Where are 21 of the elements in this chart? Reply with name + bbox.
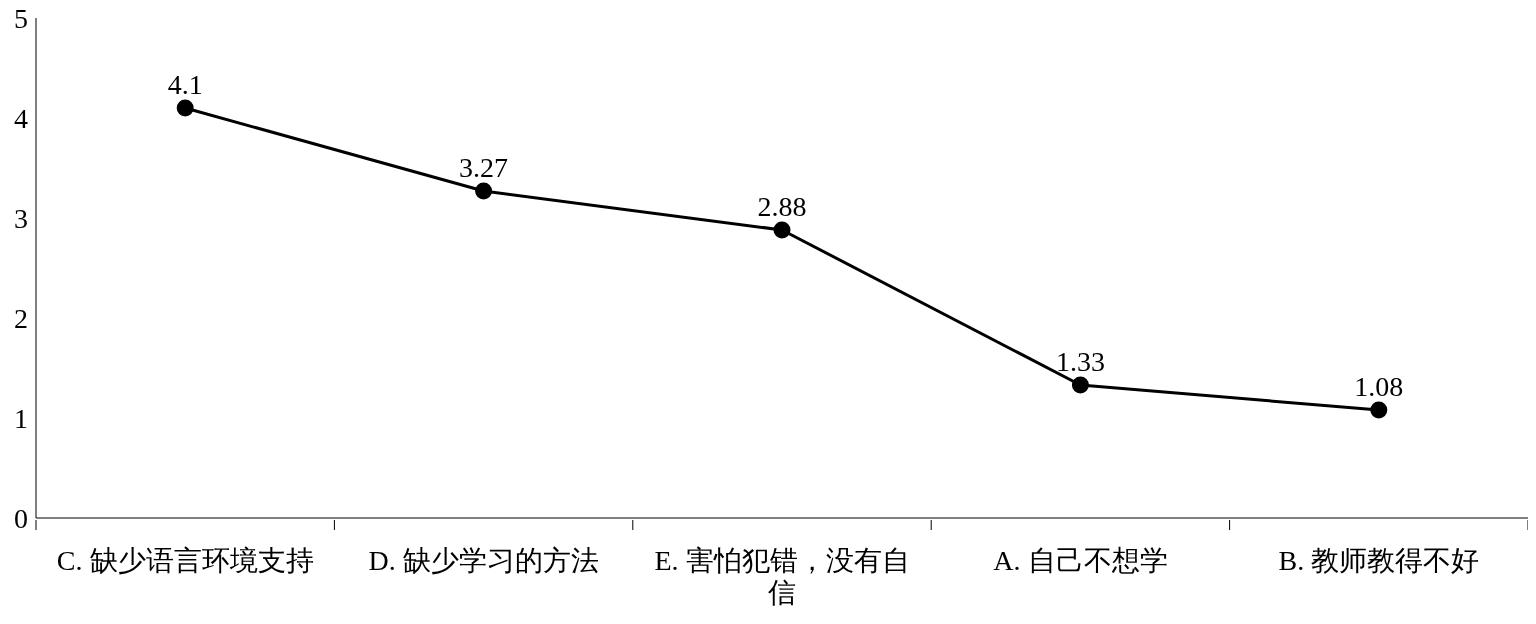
point — [773, 221, 791, 239]
x-tick-label: C. 缺少语言环境支持 — [56, 545, 314, 576]
x-tick-label: E. 害怕犯错，没有自信 — [654, 545, 910, 609]
y-tick-label: 4 — [14, 102, 28, 134]
point — [475, 182, 493, 200]
data-label: 2.88 — [757, 191, 807, 222]
data-label: 1.08 — [1354, 371, 1404, 402]
y-tick-label: 3 — [14, 202, 28, 234]
point — [176, 99, 194, 117]
y-tick-label: 5 — [14, 2, 28, 34]
data-label: 4.1 — [167, 69, 203, 100]
x-tick-label: A. 自己不想学 — [993, 545, 1168, 576]
x-tick-label: B. 教师教得不好 — [1278, 545, 1480, 576]
y-tick-label: 0 — [14, 502, 28, 534]
point — [1370, 401, 1388, 419]
point — [1071, 376, 1089, 394]
x-tick-label: D. 缺少学习的方法 — [368, 545, 599, 576]
y-tick-label: 1 — [14, 402, 28, 434]
data-label: 3.27 — [459, 152, 509, 183]
y-tick-label: 2 — [14, 302, 28, 334]
data-label: 1.33 — [1055, 346, 1105, 377]
